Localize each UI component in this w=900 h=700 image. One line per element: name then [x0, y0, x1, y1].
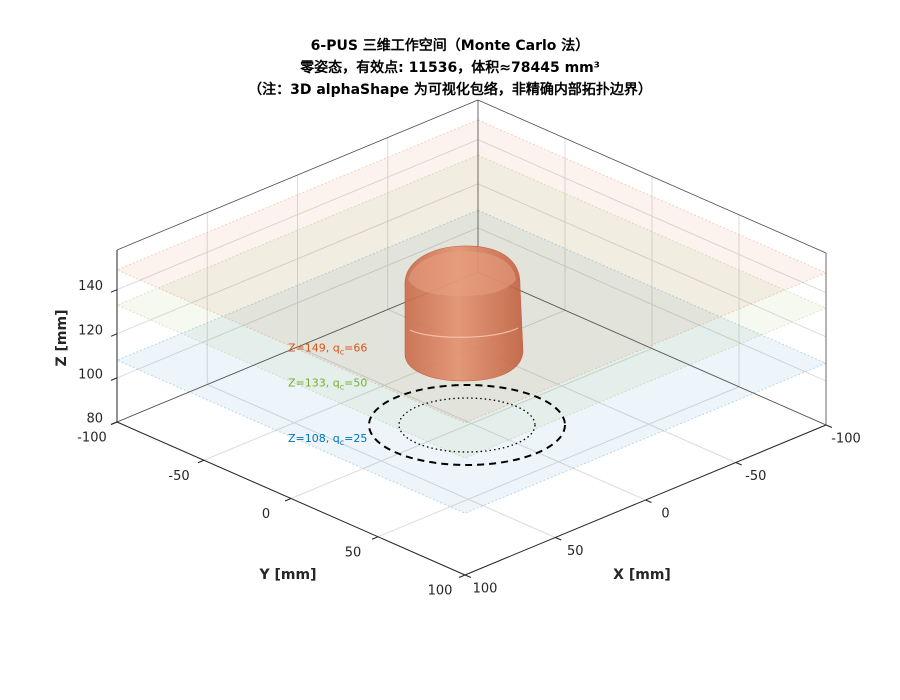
y-tick-label: 0	[262, 507, 270, 522]
slice-label-part: Z=149, q	[288, 341, 340, 354]
x-tick-label: 50	[567, 544, 584, 559]
grid-line	[477, 227, 827, 382]
grid-line	[116, 227, 479, 379]
chart-note: （注：3D alphaShape 为可视化包络，非精确内部拓扑边界）	[248, 81, 652, 98]
y-tick-label: 50	[345, 545, 362, 560]
slice-label-part: c	[340, 382, 344, 391]
y-tick	[284, 498, 292, 502]
box-edge	[477, 271, 827, 426]
x-tick	[735, 462, 742, 466]
box-edge	[116, 99, 479, 251]
slice-label: Z=149, qc=66	[288, 341, 367, 356]
y-tick-label: -100	[77, 431, 107, 446]
slice-label-part: c	[340, 437, 344, 446]
slice-label-part: Z=133, q	[288, 377, 340, 390]
z-axis-label: Z [mm]	[54, 310, 70, 367]
x-tick	[464, 574, 472, 578]
y-tick	[197, 459, 205, 464]
x-tick	[645, 499, 652, 503]
x-tick	[825, 424, 833, 428]
axes: Z=108, qc=25Z=133, qc=50Z=149, qc=66-100…	[77, 250, 861, 599]
z-tick-label: 120	[78, 323, 103, 338]
y-tick	[458, 574, 466, 578]
y-tick-label: -50	[168, 469, 189, 484]
slice-label-part: Z=108, q	[288, 432, 340, 445]
z-tick	[110, 421, 118, 425]
inner-circle	[398, 397, 536, 453]
x-tick	[555, 537, 562, 541]
x-tick-label: -50	[745, 469, 766, 484]
z-tick-label: 140	[78, 279, 103, 294]
slice-label-part: =50	[344, 377, 367, 390]
z-tick	[110, 333, 118, 337]
slice-label: Z=133, qc=50	[288, 377, 367, 392]
slice-label-part: =66	[344, 341, 367, 354]
y-tick	[371, 536, 379, 540]
grid-line	[116, 139, 479, 291]
grid-line	[116, 183, 479, 335]
x-tick-label: 100	[473, 582, 498, 597]
z-tick-label: 100	[78, 367, 103, 382]
slice-label-part: c	[340, 347, 344, 356]
x-tick-label: 0	[661, 507, 669, 522]
z-tick	[110, 289, 118, 293]
chart-title: 6-PUS 三维工作空间（Monte Carlo 法）	[311, 37, 590, 54]
slice-label: Z=108, qc=25	[288, 432, 367, 447]
envelope-top	[408, 251, 516, 296]
z-tick-label: 80	[86, 412, 103, 427]
chart-subtitle: 零姿态，有效点: 11536，体积≈78445 mm³	[299, 59, 600, 76]
outer-circle	[368, 384, 566, 466]
grid-line	[477, 183, 827, 338]
z-tick	[110, 377, 118, 381]
box-edge	[477, 99, 827, 254]
y-axis-label: Y [mm]	[259, 567, 317, 583]
x-axis-label: X [mm]	[613, 567, 671, 583]
grid-line	[477, 139, 827, 294]
x-tick-label: -100	[831, 432, 861, 447]
slice-label-part: =25	[344, 432, 367, 445]
envelope-band	[409, 327, 519, 338]
grid-line	[290, 348, 653, 499]
grid-line	[377, 386, 740, 538]
y-tick-label: 100	[428, 584, 453, 599]
